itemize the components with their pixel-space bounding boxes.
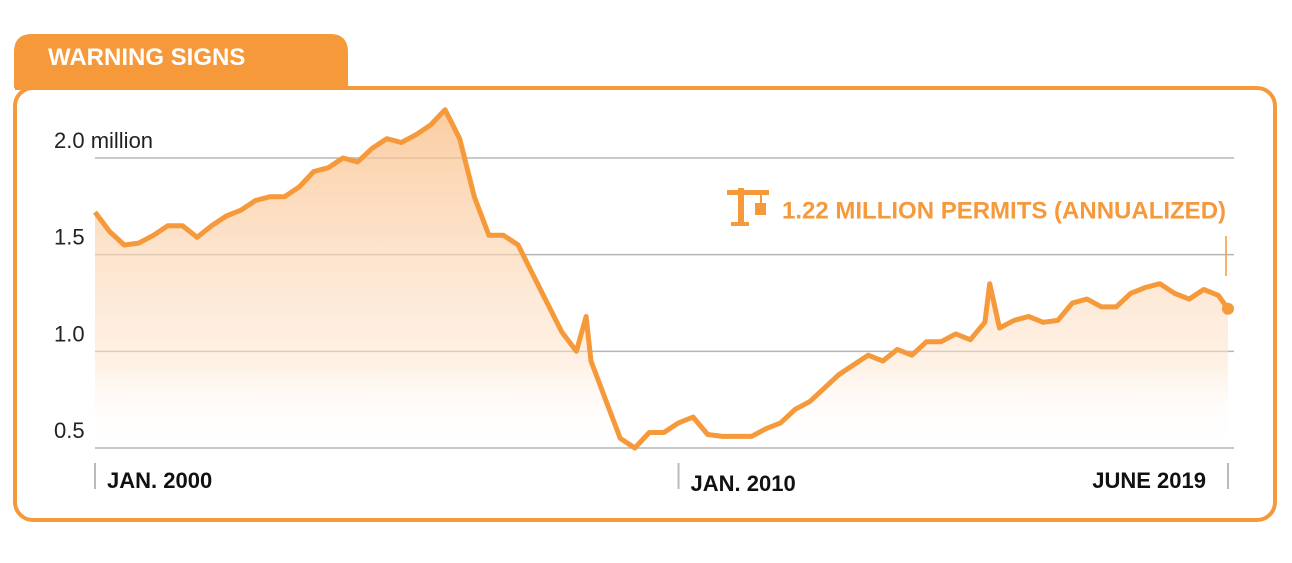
y-tick-label: 1.5 <box>54 225 85 250</box>
plot: 0.5 1.0 1.5 2.0 million JAN. 2000 JAN. 2010 JU… <box>54 107 1234 496</box>
crane-icon <box>727 188 769 226</box>
y-tick-label: 0.5 <box>54 418 85 443</box>
area <box>95 109 1228 448</box>
x-tick-label: JUNE 2019 <box>1092 468 1206 493</box>
x-tick-label: JAN. 2000 <box>107 468 212 493</box>
y-tick-label: 2.0 million <box>54 128 153 153</box>
end-dot <box>1222 302 1234 315</box>
line <box>93 107 1231 451</box>
frame <box>13 86 1277 522</box>
chart-title: WARNING SIGNS <box>48 44 245 71</box>
y-tick-label: 1.0 <box>54 321 85 346</box>
annotation: 1.22 MILLION PERMITS (ANNUALIZED) <box>782 197 1226 224</box>
x-tick-label: JAN. 2010 <box>691 471 796 496</box>
tab-join <box>15 70 346 90</box>
